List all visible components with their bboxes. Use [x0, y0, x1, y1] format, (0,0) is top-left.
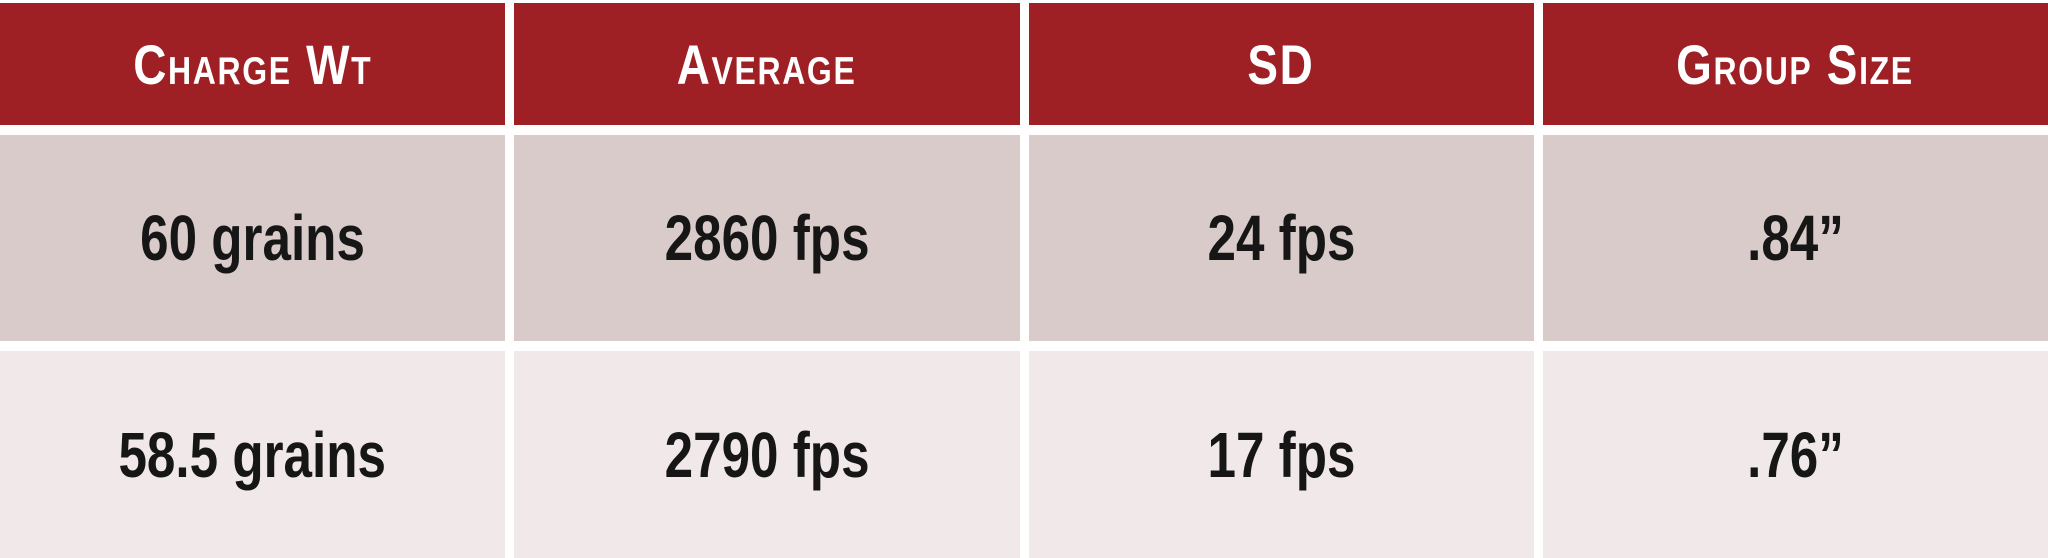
column-header-sd: SD: [1028, 3, 1534, 125]
row2-average-value: 2790 fps: [664, 418, 870, 491]
row1-cell-average: 2860 fps: [514, 135, 1020, 341]
column-header-group-size-label: Group Size: [1676, 32, 1915, 96]
row1-cell-group-size: .84”: [1542, 135, 2048, 341]
row1-cell-charge-wt: 60 grains: [0, 135, 506, 341]
row1-average-value: 2860 fps: [664, 202, 870, 274]
row2-cell-average: 2790 fps: [514, 351, 1020, 558]
row2-cell-charge-wt: 58.5 grains: [0, 351, 506, 558]
row1-group-size-value: .84”: [1746, 202, 1844, 274]
column-header-average: Average: [514, 3, 1020, 125]
row1-cell-sd: 24 fps: [1028, 135, 1534, 341]
column-header-average-label: Average: [677, 32, 857, 96]
row2-cell-group-size: .76”: [1542, 351, 2048, 558]
row2-sd-value: 17 fps: [1207, 418, 1356, 491]
column-header-charge-wt: Charge Wt: [0, 3, 506, 125]
row2-cell-sd: 17 fps: [1028, 351, 1534, 558]
column-header-charge-wt-label: Charge Wt: [133, 32, 373, 96]
column-header-group-size: Group Size: [1542, 3, 2048, 125]
row1-sd-value: 24 fps: [1207, 202, 1356, 274]
row1-charge-wt-value: 60 grains: [140, 202, 366, 274]
row2-charge-wt-value: 58.5 grains: [118, 418, 387, 491]
row2-group-size-value: .76”: [1746, 418, 1844, 491]
column-header-sd-label: SD: [1247, 32, 1315, 96]
